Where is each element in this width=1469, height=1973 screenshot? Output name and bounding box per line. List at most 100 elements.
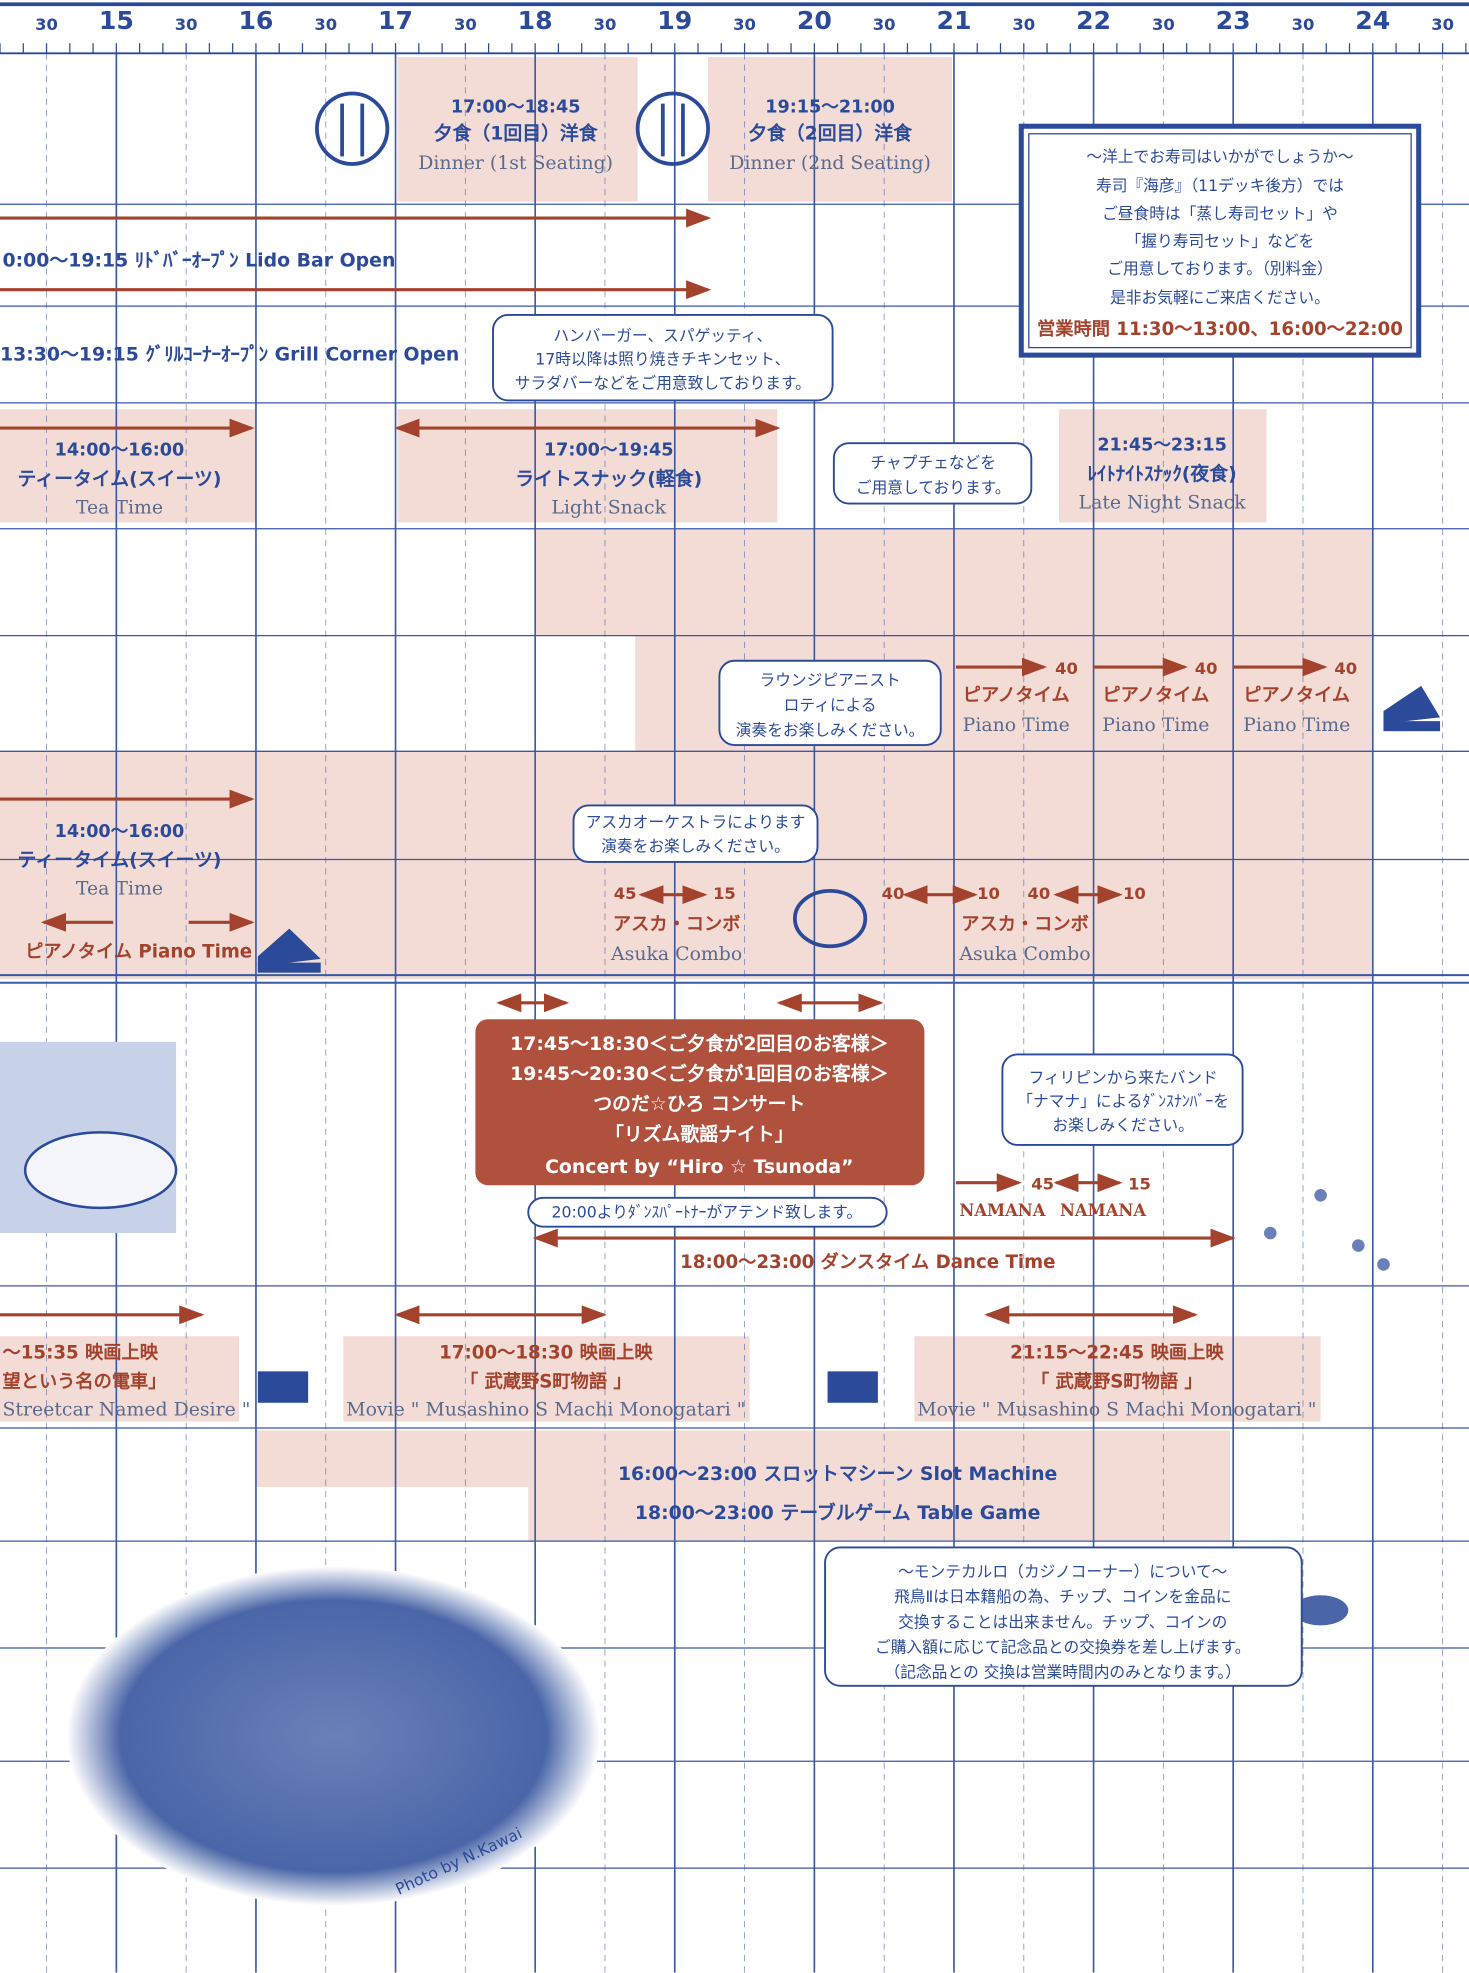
time-tick: 30	[733, 15, 756, 34]
band-note-text: お楽しみください。	[1052, 1116, 1193, 1135]
coin-icon	[1292, 1595, 1349, 1626]
namana-text: NAMANA	[959, 1201, 1045, 1220]
movie-1-text: 望という名の電車」	[3, 1371, 167, 1393]
fork-icon	[315, 91, 710, 166]
asuka-2-text: 10	[977, 884, 1000, 903]
event-block	[914, 1336, 1321, 1422]
time-tick: 21	[936, 6, 971, 35]
light-snack-text: Light Snack	[551, 497, 666, 519]
event-block	[0, 1336, 239, 1422]
time-tick: 30	[35, 15, 58, 34]
concert-text: つのだ☆ひろ コンサート	[593, 1093, 805, 1115]
event-block	[256, 1430, 529, 1488]
piano-3-text: Piano Time	[1243, 714, 1350, 736]
movie-3-text: 「 武蔵野S町物語 」	[1031, 1371, 1203, 1393]
namana-text: NAMANA	[1060, 1201, 1146, 1220]
sushi-text: 是非お気軽にご来店ください。	[1110, 288, 1330, 307]
photo	[66, 1566, 600, 1906]
hamburger-note-text: サラダバーなどをご用意致しております。	[515, 374, 811, 393]
time-tick: 19	[657, 6, 692, 35]
time-tick: 30	[314, 15, 337, 34]
light-snack-text: ライトスナック(軽食)	[515, 467, 702, 490]
sushi-box-inner	[1028, 133, 1412, 349]
time-tick: 24	[1355, 6, 1390, 35]
music-notes	[1263, 1188, 1390, 1271]
asuka-2-text: アスカ・コンボ	[961, 914, 1089, 935]
callout	[824, 1546, 1303, 1687]
sushi-box	[1018, 123, 1422, 358]
concert-box	[475, 1019, 925, 1186]
late-night-text: ﾚｲﾄﾅｲﾄｽﾅｯｸ(夜食)	[1087, 462, 1236, 485]
time-tick: 30	[594, 15, 617, 34]
asuka-1-text: Asuka Combo	[610, 943, 742, 965]
piano-icon	[257, 685, 1441, 973]
time-tick: 15	[99, 6, 134, 35]
namana-text: 45	[1031, 1175, 1054, 1194]
piano-1-text: ピアノタイム	[963, 685, 1070, 706]
tea-2-text: Tea Time	[76, 878, 163, 900]
band-note-text: フィリピンから来たバンド	[1029, 1068, 1218, 1087]
callout	[572, 804, 819, 863]
piano-note-text: ロティによる	[784, 696, 877, 715]
tea-1-text: 14:00〜16:00	[55, 441, 185, 461]
concert-text: Concert by “Hiro ☆ Tsunoda”	[545, 1156, 853, 1178]
asuka-1-text: 45	[614, 884, 637, 903]
chapche-note-text: チャプチェなどを	[870, 453, 996, 472]
piano-1-text: Piano Time	[963, 714, 1070, 736]
movie-1-text: Streetcar Named Desire "	[3, 1398, 251, 1420]
piano-lower-text: ピアノタイム Piano Time	[25, 942, 252, 963]
callout	[1001, 1053, 1244, 1146]
late-night-text: Late Night Snack	[1079, 492, 1247, 514]
dinner-1-text: 夕食（1回目）洋食	[434, 121, 599, 144]
tea-2-text: 14:00〜16:00	[55, 822, 185, 842]
piano-3-text: ピアノタイム	[1243, 685, 1350, 706]
concert-text: 17:45〜18:30＜ご夕食が2回目のお客様＞	[510, 1032, 888, 1055]
time-tick: 17	[378, 6, 413, 35]
casino-games-text: 16:00〜23:00 スロットマシーン Slot Machine	[618, 1463, 1057, 1485]
decoration	[0, 91, 1441, 1906]
asuka-2-text: 10	[1123, 884, 1146, 903]
time-tick: 30	[1152, 15, 1175, 34]
movie-2-text: 「 武蔵野S町物語 」	[460, 1371, 632, 1393]
asuka-2-text: 40	[1027, 884, 1050, 903]
time-tick: 30	[873, 15, 896, 34]
dinner-2-text: 19:15〜21:00	[765, 97, 895, 117]
chapche-note-text: ご用意しております。	[856, 478, 1011, 497]
asuka-2-text: 40	[882, 884, 905, 903]
callouts	[475, 123, 1422, 1687]
dinner-2-text: 夕食（2回目）洋食	[748, 121, 913, 144]
time-tick: 30	[1431, 15, 1454, 34]
sushi-text: ご昼食時は「蒸し寿司セット」や	[1102, 204, 1338, 223]
partner-note-text: 20:00よりﾀﾞﾝｽﾊﾟｰﾄﾅｰがアテンド致します。	[552, 1202, 863, 1221]
tea-1-text: Tea Time	[76, 497, 163, 519]
piano-2-text: Piano Time	[1102, 714, 1209, 736]
callout	[527, 1196, 888, 1228]
asuka-2-text: Asuka Combo	[958, 943, 1090, 965]
dinner-1-text: Dinner (1st Seating)	[418, 152, 613, 174]
late-night-text: 21:45〜23:15	[1097, 436, 1227, 456]
sushi-text: ご用意しております。（別料金）	[1107, 259, 1332, 278]
casino-note-text: 飛鳥Ⅱは日本籍船の為、チップ、コインを金品に	[894, 1587, 1231, 1606]
light-snack-text: 17:00〜19:45	[544, 441, 674, 461]
casino-note-text: ご購入額に応じて記念品との交換券を差し上げます。	[875, 1638, 1251, 1657]
horn-icon	[792, 889, 868, 949]
time-tick: 30	[454, 15, 477, 34]
movie-2-text: 17:00〜18:30 映画上映	[439, 1342, 653, 1364]
piano-note-text: 演奏をお楽しみください。	[736, 721, 925, 740]
hat	[23, 1131, 178, 1210]
time-tick: 22	[1076, 6, 1111, 35]
asuka-1-text: アスカ・コンボ	[613, 914, 741, 935]
time-tick: 23	[1216, 6, 1251, 35]
hamburger-note-text: ハンバーガー、スパゲッティ、	[553, 326, 772, 345]
grill-text: 13:30〜19:15 ｸﾞﾘﾙｺｰﾅｰｵｰﾌﾟﾝ Grill Corner O…	[0, 343, 459, 366]
time-tick: 16	[238, 6, 273, 35]
orchestra-note-text: 演奏をお楽しみください。	[601, 836, 790, 855]
callout	[832, 442, 1033, 505]
casino-games-text: 18:00〜23:00 テーブルゲーム Table Game	[635, 1501, 1041, 1524]
time-tick: 20	[797, 6, 832, 35]
movie-2-text: Movie " Musashino S Machi Monogatari "	[346, 1398, 745, 1420]
time-tick: 30	[1012, 15, 1035, 34]
orchestra-note-text: アスカオーケストラによります	[586, 812, 806, 831]
callout	[492, 313, 834, 402]
